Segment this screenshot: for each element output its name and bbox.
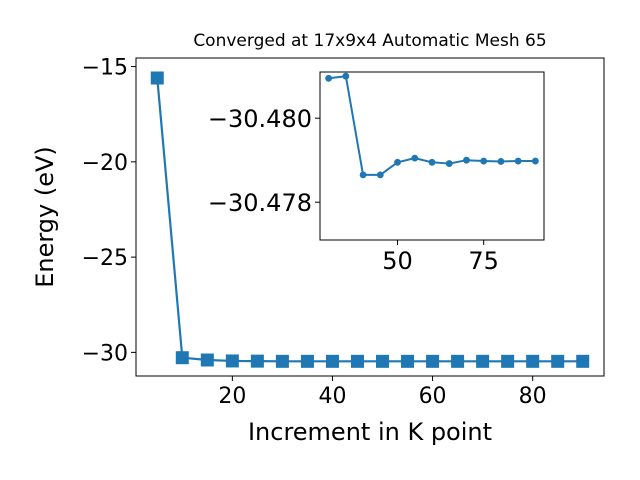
data-point <box>476 354 490 368</box>
x-tick-label: 75 <box>468 247 499 275</box>
data-point <box>325 74 333 82</box>
data-point <box>376 354 390 368</box>
data-point <box>531 157 539 165</box>
axes-frame <box>319 71 545 241</box>
data-point <box>376 171 384 179</box>
x-axis-label: Increment in K point <box>248 418 492 446</box>
data-point <box>445 160 453 167</box>
data-point <box>401 354 415 368</box>
axes-frame <box>135 57 605 377</box>
data-point <box>150 71 164 85</box>
data-point <box>300 354 314 368</box>
data-point <box>359 171 367 179</box>
data-point <box>551 354 565 368</box>
data-point <box>451 354 465 368</box>
data-point <box>576 354 590 368</box>
data-point <box>342 72 350 80</box>
chart-title: Converged at 17x9x4 Automatic Mesh 65 <box>193 31 546 51</box>
inset-chart: 50 75 −30.480 −30.478 <box>208 71 545 275</box>
data-point <box>480 157 488 165</box>
x-tick-label: 40 <box>318 384 346 409</box>
x-tick-label: 80 <box>519 384 547 409</box>
data-point <box>501 354 515 368</box>
data-point <box>250 354 264 368</box>
y-tick-label: −20 <box>82 151 128 176</box>
data-point <box>225 354 239 368</box>
data-point <box>394 158 401 166</box>
data-point <box>175 351 189 365</box>
main-chart: 20 40 60 80 −15 −20 −25 −30 Converged at 17x9x4 … <box>31 31 605 446</box>
x-tick-label: 20 <box>218 384 246 409</box>
y-tick-label: −30 <box>82 341 128 366</box>
data-point <box>497 158 505 165</box>
data-point <box>200 353 214 367</box>
data-point <box>514 157 522 165</box>
x-tick-label: 50 <box>382 247 413 275</box>
y-tick-label: −30.478 <box>208 189 312 217</box>
data-point <box>426 354 440 368</box>
data-point <box>463 156 470 164</box>
data-point <box>325 354 339 368</box>
data-point <box>428 158 436 166</box>
y-tick-label: −25 <box>82 246 128 271</box>
x-tick-label: 60 <box>419 384 447 409</box>
y-axis-label: Energy (eV) <box>31 146 59 288</box>
data-point <box>350 354 364 368</box>
data-point <box>411 154 419 162</box>
data-point <box>526 354 540 368</box>
data-point <box>275 354 289 368</box>
y-tick-label: −15 <box>82 55 128 80</box>
y-tick-label: −30.480 <box>208 105 312 133</box>
